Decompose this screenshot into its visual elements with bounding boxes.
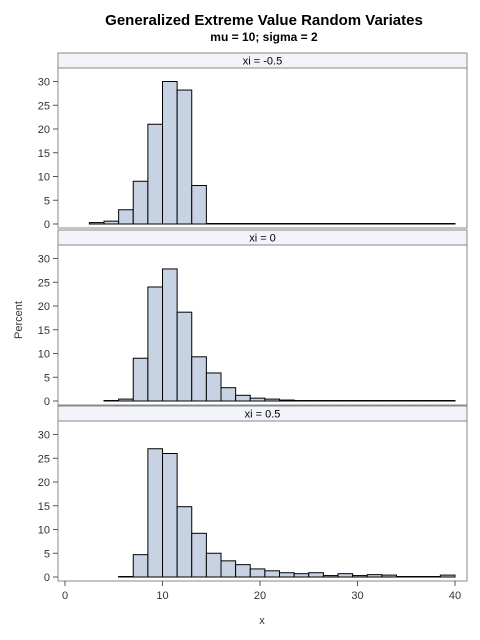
histogram-bar xyxy=(279,572,295,578)
histogram-bar xyxy=(132,554,149,578)
y-tick-label: 5 xyxy=(44,548,50,560)
x-axis: 0 10 20 30 40 xyxy=(62,581,461,602)
y-tick-label: 15 xyxy=(38,148,50,160)
histogram-bar xyxy=(293,573,310,578)
panel-plot-area xyxy=(57,244,468,406)
histogram-bar xyxy=(176,311,193,402)
histogram-bar xyxy=(308,572,324,578)
histogram-bar xyxy=(264,570,280,578)
y-tick-label: 20 xyxy=(38,301,50,313)
x-tick-label: 30 xyxy=(351,590,363,602)
panel-plot-area xyxy=(57,420,468,582)
y-tick-label: 15 xyxy=(38,325,50,337)
histogram-bar xyxy=(264,398,280,402)
panel-label: xi = -0.5 xyxy=(243,56,282,68)
histogram-bar xyxy=(147,286,163,402)
histogram-bar xyxy=(191,532,207,578)
y-tick-label: 0 xyxy=(44,396,50,408)
y-axis-label: Percent xyxy=(13,301,25,339)
y-tick-label: 30 xyxy=(38,430,50,442)
histogram-bar xyxy=(220,560,237,578)
histogram-bar xyxy=(381,574,397,578)
histogram-bar xyxy=(249,397,266,402)
histogram-bar xyxy=(279,399,295,402)
y-tick-label: 0 xyxy=(44,572,50,584)
histogram-bar xyxy=(118,209,134,225)
histogram-bar xyxy=(162,268,178,402)
histogram-bar xyxy=(176,506,193,578)
y-tick-label: 25 xyxy=(38,277,50,289)
y-tick-label: 20 xyxy=(38,124,50,136)
y-tick-label: 30 xyxy=(38,254,50,266)
histogram-bar xyxy=(132,180,149,225)
x-tick-label: 10 xyxy=(156,590,168,602)
y-tick-label: 25 xyxy=(38,100,50,112)
panel-label: xi = 0 xyxy=(249,233,276,245)
panel-plot-area xyxy=(57,67,468,229)
histogram-bar xyxy=(147,123,163,225)
x-tick-label: 40 xyxy=(449,590,461,602)
y-tick-label: 10 xyxy=(38,172,50,184)
y-tick-label: 10 xyxy=(38,349,50,361)
y-tick-label: 25 xyxy=(38,453,50,465)
histogram-bar xyxy=(352,575,368,578)
histogram-bar xyxy=(235,394,251,402)
histogram-bar xyxy=(366,574,383,578)
y-tick-label: 30 xyxy=(38,77,50,89)
y-tick-label: 5 xyxy=(44,195,50,207)
histogram-bar xyxy=(439,574,456,578)
histogram-bar xyxy=(235,564,251,578)
x-axis-label: x xyxy=(259,615,265,627)
histogram-bar xyxy=(337,573,354,578)
panel-1: xi = 0 0 5 10 15 20 25 30 xyxy=(38,229,468,408)
histogram-bar xyxy=(162,453,178,578)
chart-title: Generalized Extreme Value Random Variate… xyxy=(105,12,423,29)
histogram-bar xyxy=(147,448,163,578)
histogram-bar xyxy=(205,552,222,578)
histogram-bar xyxy=(132,357,149,402)
histogram-bar xyxy=(88,222,105,225)
y-tick-label: 5 xyxy=(44,372,50,384)
histogram-bar xyxy=(103,220,120,225)
panel-2: xi = 0.5 0 5 10 15 20 25 30 xyxy=(38,405,468,584)
histogram-bar xyxy=(220,387,237,402)
histogram-bar xyxy=(322,575,339,578)
histogram-bar xyxy=(176,89,193,225)
y-tick-label: 20 xyxy=(38,477,50,489)
histogram-bar xyxy=(118,398,134,402)
x-tick-label: 20 xyxy=(254,590,266,602)
histogram-bar xyxy=(249,568,266,578)
histogram-bar xyxy=(205,372,222,402)
histogram-bar xyxy=(191,356,207,402)
panel-label: xi = 0.5 xyxy=(245,409,281,421)
chart-subtitle: mu = 10; sigma = 2 xyxy=(210,30,318,44)
histogram-bar xyxy=(162,81,178,225)
y-tick-label: 15 xyxy=(38,501,50,513)
y-tick-label: 0 xyxy=(44,219,50,231)
y-tick-label: 10 xyxy=(38,525,50,537)
x-tick-label: 0 xyxy=(62,590,68,602)
panel-0: xi = -0.5 0 5 10 15 20 25 30 xyxy=(38,52,468,231)
histogram-bar xyxy=(191,185,207,225)
